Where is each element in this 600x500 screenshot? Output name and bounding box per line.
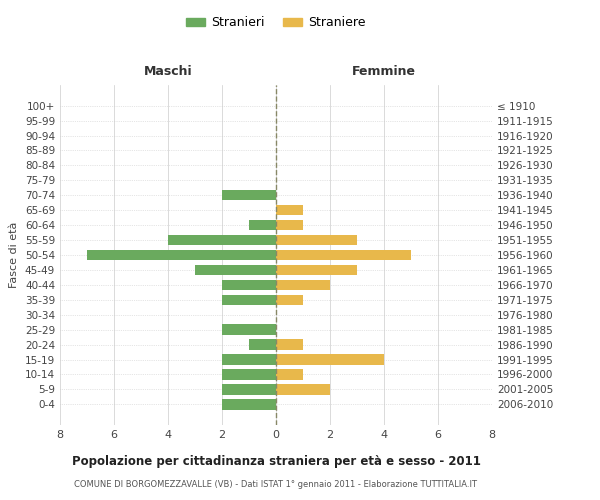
Bar [222, 280, 276, 290]
Bar [276, 280, 330, 290]
Bar [276, 384, 330, 394]
Bar [222, 324, 276, 335]
Bar [276, 235, 357, 246]
Bar [276, 294, 303, 305]
Bar [222, 294, 276, 305]
Bar [276, 354, 384, 364]
Bar [276, 220, 303, 230]
Bar [276, 205, 303, 216]
Bar [168, 235, 276, 246]
Bar [222, 190, 276, 200]
Bar [276, 369, 303, 380]
Text: Femmine: Femmine [352, 65, 416, 78]
Text: COMUNE DI BORGOMEZZAVALLE (VB) - Dati ISTAT 1° gennaio 2011 - Elaborazione TUTTI: COMUNE DI BORGOMEZZAVALLE (VB) - Dati IS… [74, 480, 478, 489]
Bar [276, 250, 411, 260]
Bar [222, 399, 276, 409]
Text: Maschi: Maschi [143, 65, 193, 78]
Bar [249, 340, 276, 350]
Text: Popolazione per cittadinanza straniera per età e sesso - 2011: Popolazione per cittadinanza straniera p… [71, 455, 481, 468]
Bar [222, 354, 276, 364]
Bar [87, 250, 276, 260]
Legend: Stranieri, Straniere: Stranieri, Straniere [181, 11, 371, 34]
Bar [276, 340, 303, 350]
Bar [276, 264, 357, 275]
Bar [222, 384, 276, 394]
Bar [195, 264, 276, 275]
Y-axis label: Fasce di età: Fasce di età [10, 222, 19, 288]
Bar [249, 220, 276, 230]
Bar [222, 369, 276, 380]
